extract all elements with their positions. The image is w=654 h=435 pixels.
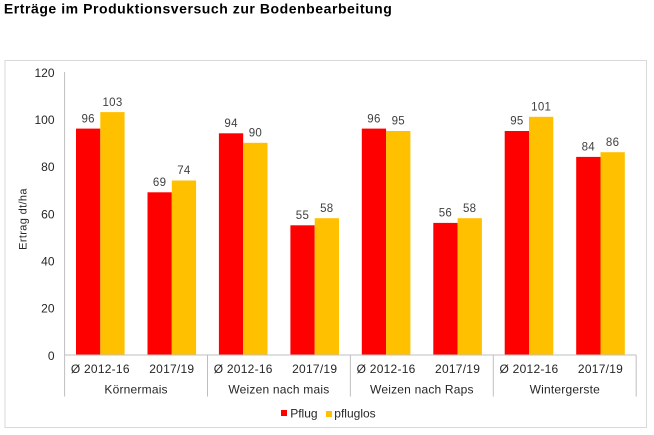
- svg-text:55: 55: [296, 210, 309, 222]
- svg-text:Ø 2012-16: Ø 2012-16: [71, 362, 130, 376]
- svg-text:2017/19: 2017/19: [578, 362, 623, 376]
- svg-text:84: 84: [582, 142, 596, 154]
- svg-text:90: 90: [249, 127, 262, 139]
- svg-text:96: 96: [81, 113, 94, 125]
- svg-text:96: 96: [367, 113, 380, 125]
- svg-text:120: 120: [34, 66, 54, 80]
- svg-text:20: 20: [41, 302, 55, 316]
- svg-text:40: 40: [41, 255, 55, 269]
- svg-text:Weizen nach Raps: Weizen nach Raps: [370, 383, 474, 397]
- svg-text:2017/19: 2017/19: [435, 362, 480, 376]
- svg-text:103: 103: [102, 97, 122, 109]
- svg-text:pfluglos: pfluglos: [334, 407, 375, 421]
- svg-text:95: 95: [392, 116, 405, 128]
- svg-text:2017/19: 2017/19: [292, 362, 337, 376]
- svg-text:86: 86: [606, 137, 619, 149]
- svg-text:0: 0: [48, 349, 55, 363]
- svg-text:95: 95: [510, 116, 523, 128]
- svg-text:Erträge im Produktionsversuch: Erträge im Produktionsversuch zur Bodenb…: [4, 1, 392, 17]
- svg-text:69: 69: [153, 177, 166, 189]
- svg-text:58: 58: [320, 203, 333, 215]
- svg-text:74: 74: [177, 165, 191, 177]
- svg-text:101: 101: [531, 102, 551, 114]
- svg-text:80: 80: [41, 160, 55, 174]
- svg-text:Wintergerste: Wintergerste: [530, 383, 601, 397]
- svg-text:Ertrag dt/ha: Ertrag dt/ha: [18, 188, 30, 250]
- svg-text:60: 60: [41, 207, 55, 221]
- svg-text:Pflug: Pflug: [290, 407, 317, 421]
- svg-text:94: 94: [224, 118, 238, 130]
- svg-text:Ø 2012-16: Ø 2012-16: [357, 362, 416, 376]
- svg-text:100: 100: [34, 113, 54, 127]
- svg-text:Weizen nach mais: Weizen nach mais: [228, 383, 329, 397]
- svg-text:56: 56: [439, 208, 452, 220]
- svg-text:Ø 2012-16: Ø 2012-16: [214, 362, 273, 376]
- svg-text:Körnermais: Körnermais: [104, 383, 167, 397]
- svg-text:58: 58: [463, 203, 476, 215]
- svg-text:2017/19: 2017/19: [149, 362, 194, 376]
- svg-text:Ø 2012-16: Ø 2012-16: [500, 362, 559, 376]
